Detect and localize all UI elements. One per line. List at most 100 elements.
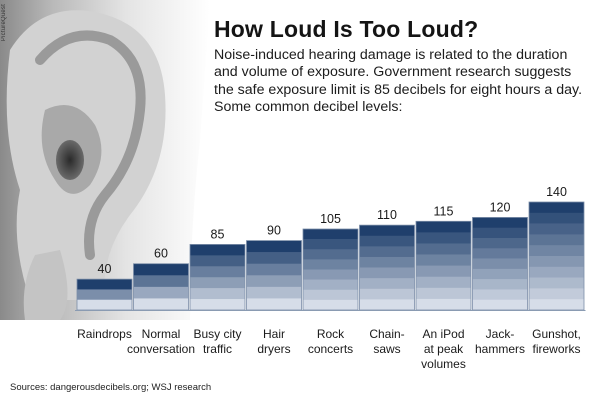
bar-stripe (77, 299, 132, 311)
bar-stripe (416, 221, 471, 233)
bar-stripe (472, 279, 528, 290)
bar-stripe (303, 259, 358, 270)
category-label: An iPod (422, 327, 464, 341)
category-label: Chain- (369, 327, 404, 341)
bar-stripe (529, 299, 584, 311)
category-label: concerts (308, 342, 353, 356)
bar-value-label: 120 (490, 200, 511, 214)
bar-stripe (472, 217, 528, 229)
bar-stripe (190, 255, 245, 267)
bar-stripe (529, 245, 584, 257)
bar-stripe (303, 289, 358, 301)
bar-value-label: 90 (267, 224, 281, 238)
bar-stripe (303, 279, 358, 291)
bar-group-7: 120 Jack-hammers (472, 200, 528, 356)
category-label: volumes (421, 357, 466, 371)
category-label: dryers (257, 342, 290, 356)
bar-stripe (529, 212, 584, 224)
bar-stripe (133, 298, 189, 311)
bar-stripe (246, 286, 302, 299)
bar-stripe (359, 299, 415, 311)
bar-stripe (472, 238, 528, 249)
category-label: saws (373, 342, 400, 356)
bar-value-label: 115 (434, 204, 454, 218)
bar-stripe (359, 246, 415, 258)
category-label: hammers (475, 342, 525, 356)
bar-stripe (472, 289, 528, 301)
bar-value-label: 140 (546, 185, 567, 199)
bar-stripe (303, 249, 358, 260)
bar-stripe (416, 232, 471, 244)
bar-stripe (77, 279, 132, 290)
category-label: Gunshot, (532, 327, 581, 341)
bar-stripe (416, 254, 471, 266)
category-label: conversation (127, 342, 195, 356)
bar-stripe (190, 244, 245, 256)
page-title: How Loud Is Too Loud? (214, 16, 479, 42)
bar-stripe (190, 277, 245, 289)
bar-stripe (416, 265, 471, 278)
bar-stripe (529, 223, 584, 235)
bar-stripe (416, 287, 471, 300)
bar-stripe (359, 225, 415, 237)
bar-stripe (190, 288, 245, 300)
bar-stripe (529, 202, 584, 214)
bar-stripe (246, 240, 302, 253)
bar-stripe (133, 275, 189, 288)
bar-stripe (303, 269, 358, 280)
category-label: at peak (424, 342, 464, 356)
bar-value-label: 60 (154, 247, 168, 261)
bar-stripe (246, 275, 302, 288)
bar-stripe (303, 299, 358, 311)
category-label: Jack- (486, 327, 515, 341)
category-label: Hair (263, 327, 285, 341)
category-label: traffic (203, 342, 232, 356)
bar-stripe (359, 288, 415, 300)
sources-footnote: Sources: dangerousdecibels.org; WSJ rese… (10, 382, 212, 393)
bar-stripe (190, 299, 245, 311)
bar-stripe (472, 227, 528, 239)
bar-value-label: 85 (211, 227, 225, 241)
bar-stripe (529, 288, 584, 300)
category-label: Rock (317, 327, 345, 341)
bar-stripe (529, 277, 584, 289)
bar-stripe (416, 243, 471, 255)
bar-stripe (472, 258, 528, 270)
bar-stripe (416, 276, 471, 289)
bar-stripe (529, 234, 584, 246)
bar-group-0: 40 Raindrops (76, 262, 133, 341)
bar-stripe (359, 256, 415, 268)
bar-value-label: 110 (377, 208, 397, 222)
description-text: Noise-induced hearing damage is related … (214, 47, 583, 116)
bar-value-label: 40 (98, 262, 112, 276)
bar-stripe (529, 256, 584, 268)
bar-stripe (529, 266, 584, 278)
category-label: fireworks (532, 342, 580, 356)
bar-stripe (472, 268, 528, 280)
bar-stripe (246, 263, 302, 276)
bar-group-8: 140 Gunshot,fireworks (528, 185, 585, 356)
bar-stripe (472, 248, 528, 259)
bar-group-5: 110 Chain-saws (359, 208, 415, 356)
bar-stripe (359, 235, 415, 247)
bar-stripe (359, 278, 415, 290)
bar-stripe (472, 299, 528, 311)
bar-stripe (190, 266, 245, 278)
category-label: Normal (142, 327, 181, 341)
bar-stripe (303, 239, 358, 250)
category-label: Raindrops (77, 327, 132, 341)
bar-stripe (133, 263, 189, 276)
bar-stripe (77, 289, 132, 301)
bar-stripe (416, 298, 471, 311)
bar-stripe (133, 286, 189, 299)
bar-stripe (359, 267, 415, 279)
bar-stripe (303, 229, 358, 240)
